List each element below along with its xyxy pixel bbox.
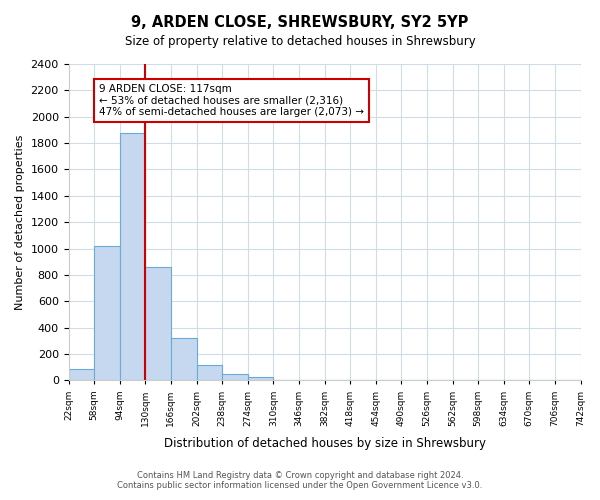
Bar: [120, 132, 145, 380]
Bar: [197, 364, 222, 380]
Bar: [222, 374, 248, 380]
X-axis label: Distribution of detached houses by size in Shrewsbury: Distribution of detached houses by size …: [164, 437, 485, 450]
Bar: [145, 267, 171, 380]
Bar: [248, 376, 274, 380]
Bar: [94, 246, 120, 380]
Y-axis label: Number of detached properties: Number of detached properties: [15, 134, 25, 310]
Bar: [171, 338, 197, 380]
Text: Size of property relative to detached houses in Shrewsbury: Size of property relative to detached ho…: [125, 35, 475, 48]
Bar: [68, 368, 94, 380]
Text: 9 ARDEN CLOSE: 117sqm
← 53% of detached houses are smaller (2,316)
47% of semi-d: 9 ARDEN CLOSE: 117sqm ← 53% of detached …: [99, 84, 364, 117]
Text: 9, ARDEN CLOSE, SHREWSBURY, SY2 5YP: 9, ARDEN CLOSE, SHREWSBURY, SY2 5YP: [131, 15, 469, 30]
Text: Contains HM Land Registry data © Crown copyright and database right 2024.
Contai: Contains HM Land Registry data © Crown c…: [118, 470, 482, 490]
